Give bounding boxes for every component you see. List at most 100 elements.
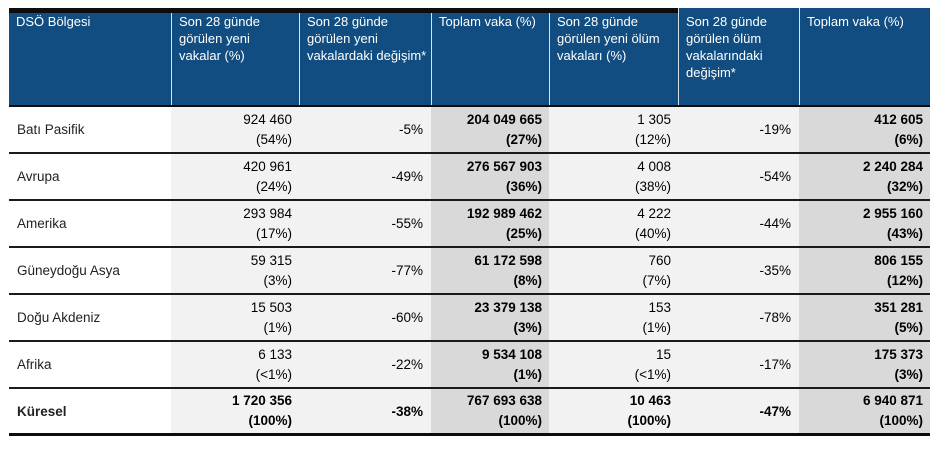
total-cases-cell: 767 693 638 (100%) [431, 389, 549, 433]
col-header-total-deaths: Toplam vaka (%) [799, 8, 930, 105]
table-row: Küresel 1 720 356 (100%) -38% 767 693 638 (10… [9, 389, 930, 436]
death-change-cell: -44% [678, 201, 799, 246]
region-cell: Amerika [9, 201, 171, 246]
cell-line: (17%) [255, 225, 292, 241]
new-cases-cell: 59 315 (3%) [171, 248, 299, 293]
region-cell: Batı Pasifik [9, 107, 171, 152]
cell-line: (32%) [886, 178, 923, 194]
cell-line: -78% [759, 310, 791, 325]
new-cases-cell: 293 984 (17%) [171, 201, 299, 246]
cell-line: 204 049 665 [466, 111, 542, 127]
cell-line: Güneydoğu Asya [17, 263, 120, 278]
col-header-total-cases: Toplam vaka (%) [431, 8, 549, 105]
cell-line: -60% [391, 310, 423, 325]
cell-line: (3%) [263, 272, 292, 288]
cell-line: -38% [391, 403, 423, 419]
cell-line: Amerika [17, 216, 67, 231]
total-cases-cell: 276 567 903 (36%) [431, 154, 549, 199]
total-cases-cell: 204 049 665 (27%) [431, 107, 549, 152]
new-cases-cell: 420 961 (24%) [171, 154, 299, 199]
cell-line: Avrupa [17, 169, 60, 184]
cell-line: -55% [391, 216, 423, 231]
cell-line: Doğu Akdeniz [17, 310, 101, 325]
cell-line: (54%) [255, 131, 292, 147]
region-cell: Avrupa [9, 154, 171, 199]
cell-line: 293 984 [243, 205, 292, 221]
col-header-case-change: Son 28 günde görülen yeni vakalardaki de… [299, 8, 431, 105]
cell-line: (5%) [894, 319, 923, 335]
cell-line: (1%) [263, 319, 292, 335]
case-change-cell: -38% [299, 389, 431, 433]
cell-line: Batı Pasifik [17, 122, 85, 137]
cell-line: (24%) [255, 178, 292, 194]
cell-line: (1%) [642, 319, 671, 335]
region-cell: Güneydoğu Asya [9, 248, 171, 293]
region-cell: Küresel [9, 389, 171, 433]
cell-line: 2 955 160 [862, 205, 923, 221]
cell-line: Afrika [17, 357, 52, 372]
cell-line: (40%) [634, 225, 671, 241]
cell-line: 1 305 [637, 111, 671, 127]
total-cases-cell: 9 534 108 (1%) [431, 342, 549, 387]
cell-line: 4 222 [637, 205, 671, 221]
new-deaths-cell: 153 (1%) [549, 295, 678, 340]
cell-line: -35% [759, 263, 791, 278]
table-row: Doğu Akdeniz 15 503 (1%) -60% 23 379 138 (3%)… [9, 295, 930, 342]
death-change-cell: -78% [678, 295, 799, 340]
col-header-region: DSÖ Bölgesi [16, 14, 91, 29]
case-change-cell: -5% [299, 107, 431, 152]
death-change-cell: -19% [678, 107, 799, 152]
table-top-border [9, 8, 678, 13]
new-deaths-cell: 4 008 (38%) [549, 154, 678, 199]
table-row: Avrupa 420 961 (24%) -49% 276 567 903 (36%) 4 … [9, 154, 930, 201]
cell-line: (100%) [627, 413, 671, 428]
table-row: Amerika 293 984 (17%) -55% 192 989 462 (25%) 4… [9, 201, 930, 248]
cell-line: -22% [391, 357, 423, 372]
total-deaths-cell: 2 240 284 (32%) [799, 154, 930, 199]
cell-line: 23 379 138 [474, 299, 542, 315]
case-change-cell: -55% [299, 201, 431, 246]
region-cell: Afrika [9, 342, 171, 387]
cell-line: -47% [759, 403, 791, 419]
cell-line: 10 463 [629, 393, 671, 408]
cell-line: (100%) [879, 413, 923, 428]
cell-line: -49% [391, 169, 423, 184]
cell-line: (38%) [634, 178, 671, 194]
new-cases-cell: 924 460 (54%) [171, 107, 299, 152]
new-deaths-cell: 1 305 (12%) [549, 107, 678, 152]
total-cases-cell: 23 379 138 (3%) [431, 295, 549, 340]
cell-line: (6%) [894, 131, 923, 147]
cell-line: (8%) [513, 272, 542, 288]
cell-line: 767 693 638 [466, 393, 542, 408]
cell-line: (12%) [634, 131, 671, 147]
total-cases-cell: 192 989 462 (25%) [431, 201, 549, 246]
death-change-cell: -35% [678, 248, 799, 293]
new-cases-cell: 6 133 (<1%) [171, 342, 299, 387]
total-deaths-cell: 351 281 (5%) [799, 295, 930, 340]
cell-line: 175 373 [874, 346, 923, 362]
case-change-cell: -60% [299, 295, 431, 340]
cell-line: (3%) [894, 366, 923, 382]
cell-line: 351 281 [874, 299, 923, 315]
cell-line: 59 315 [250, 252, 292, 268]
table-row: Afrika 6 133 (<1%) -22% 9 534 108 (1%) 15 (<1%)… [9, 342, 930, 389]
cell-line: (12%) [886, 272, 923, 288]
cell-line: 15 [655, 346, 671, 362]
cell-line: 1 720 356 [231, 393, 292, 408]
cell-line: (1%) [513, 366, 542, 382]
cell-line: 192 989 462 [466, 205, 542, 221]
who-region-table: DSÖ Bölgesi Son 28 günde görülen yeni va… [9, 8, 930, 436]
cell-line: -77% [391, 263, 423, 278]
cell-line: 6 940 871 [862, 393, 923, 408]
case-change-cell: -49% [299, 154, 431, 199]
region-cell: Doğu Akdeniz [9, 295, 171, 340]
cell-line: 806 155 [874, 252, 923, 268]
cell-line: 924 460 [243, 111, 292, 127]
cell-line: 4 008 [637, 158, 671, 174]
new-cases-cell: 1 720 356 (100%) [171, 389, 299, 433]
death-change-cell: -47% [678, 389, 799, 433]
case-change-cell: -22% [299, 342, 431, 387]
cell-line: 9 534 108 [481, 346, 542, 362]
new-deaths-cell: 760 (7%) [549, 248, 678, 293]
table-row: Güneydoğu Asya 59 315 (3%) -77% 61 172 598 (8… [9, 248, 930, 295]
